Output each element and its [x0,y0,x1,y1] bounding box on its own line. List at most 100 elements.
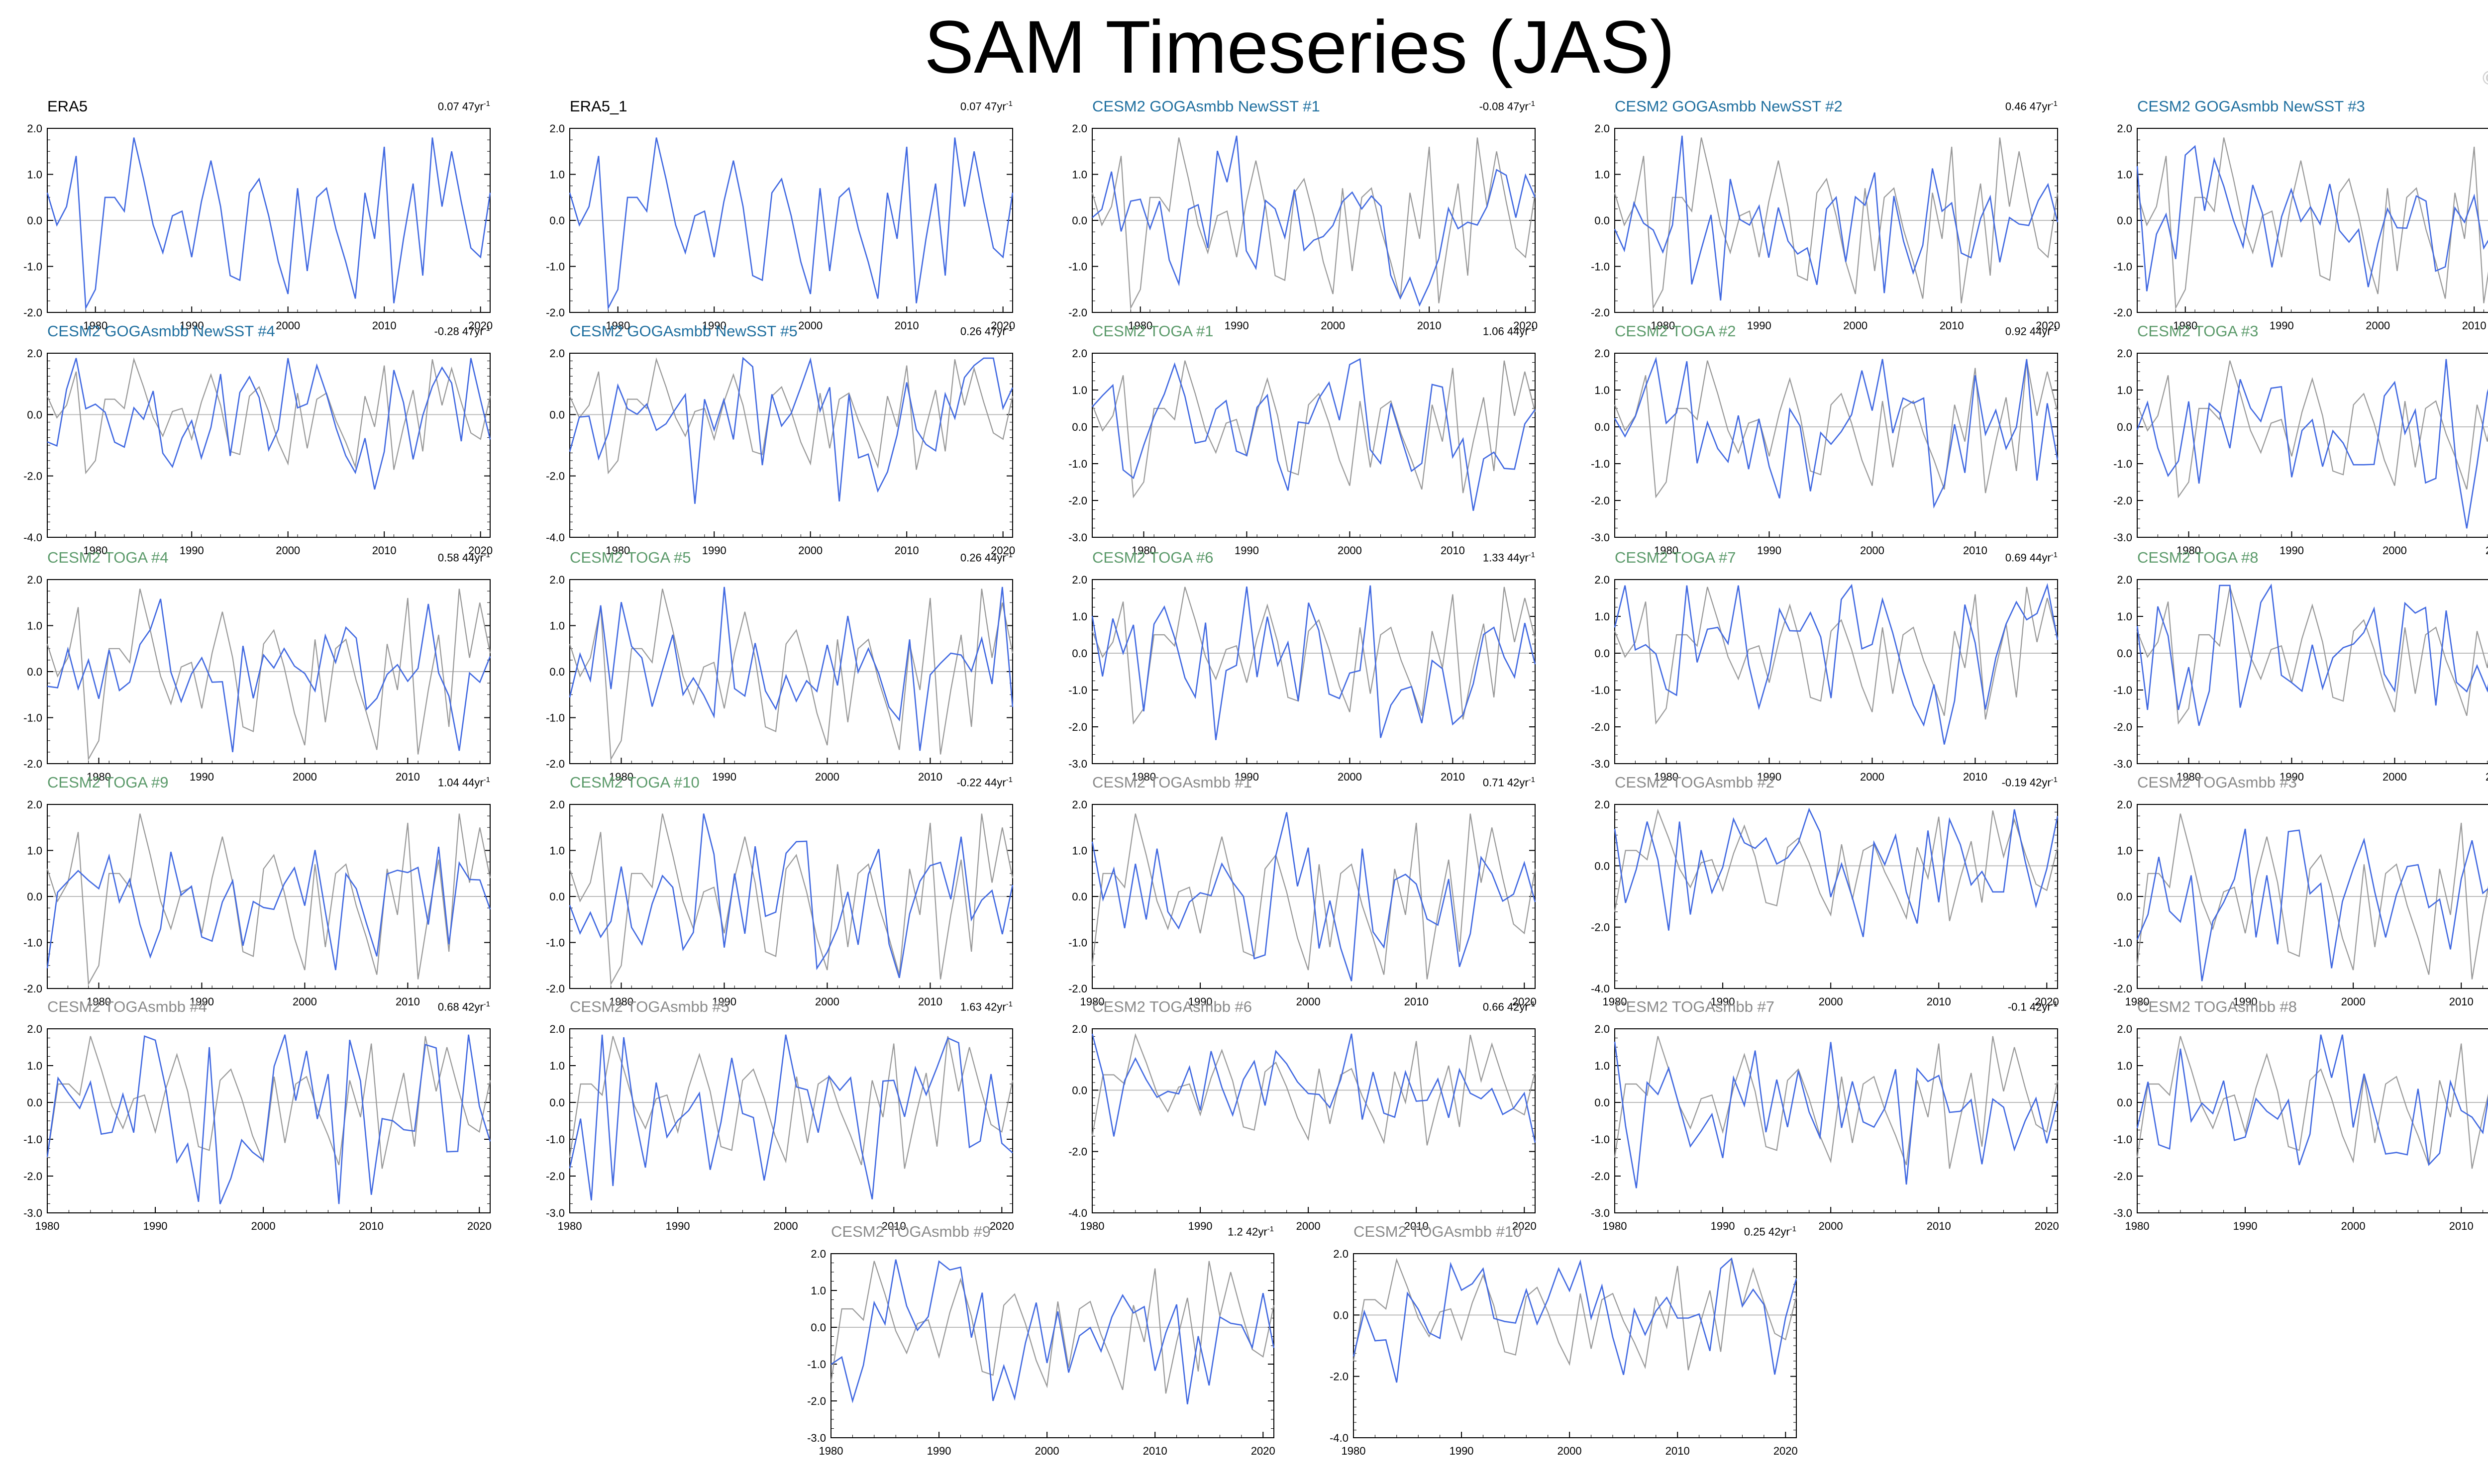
obs-overlay-line [1091,813,1536,980]
y-tick-label: -2.0 [23,306,42,319]
panel-trend: 0.07 47yr-1 [960,99,1013,113]
x-tick-label: 2010 [1927,995,1951,1008]
series-line [1092,135,1536,307]
panel-title: CESM2 GOGAsmbb NewSST #5 [570,322,798,340]
panel-title: CESM2 TOGAsmbb #4 [47,998,207,1015]
y-tick-label: -2.0 [807,1395,826,1407]
plot-frame [1092,579,1536,764]
x-tick-label: 1990 [2270,319,2294,332]
x-tick-label: 2000 [1819,1220,1843,1232]
panel-trend: -0.22 44yr-1 [956,776,1013,789]
y-tick-label: -2.0 [2113,306,2132,319]
y-tick-label: -1.0 [2113,458,2132,470]
panel-title: CESM2 TOGA #10 [570,774,700,791]
y-tick-label: 0.0 [1072,214,1087,227]
y-tick-label: -1.0 [1068,937,1087,949]
panel-title: CESM2 TOGAsmbb #1 [1092,774,1252,791]
x-tick-label: 1990 [180,319,204,332]
y-tick-label: -2.0 [1591,721,1610,733]
x-tick-label: 1990 [712,771,736,783]
x-tick-label: 2010 [1665,1445,1690,1457]
y-tick-label: 2.0 [1072,1023,1087,1035]
y-tick-label: -2.0 [23,470,42,483]
series-line [2136,583,2488,726]
y-tick-label: -1.0 [1068,261,1087,273]
panel-plot: 2.0 1.0 0.0 -1.0 -2.0 1980 1990 2000 2010 [546,798,1014,1008]
y-tick-label: 0.0 [27,890,42,903]
y-tick-label: -2.0 [546,758,565,770]
x-tick-label: 1980 [1651,319,1675,332]
chart-panel: 2.0 1.0 0.0 -1.0 -2.0 1980 1990 2000 2010 2020 ERA… [530,98,1015,341]
y-tick-label: -4.0 [1330,1432,1348,1444]
y-tick-label: 1.0 [1072,610,1087,623]
panel-plot: 2.01.00.0-1.0-2.0-3.01980199020002010202… [2113,1023,2488,1232]
panel-title: ERA5_1 [570,98,627,115]
y-tick-label: 1.0 [1072,169,1087,181]
x-tick-label: 1990 [190,771,214,783]
obs-overlay-line [46,813,491,986]
x-tick-label: 2010 [2462,319,2487,332]
x-tick-label: 1990 [702,319,726,332]
y-tick-label: -3.0 [1068,758,1087,770]
x-tick-label: 1990 [2280,544,2304,557]
chart-panel: 2.0 0.0 -2.0 -4.0 1980 1990 2000 2010 2020 CESM2 … [1052,998,1537,1242]
x-tick-label: 1990 [143,1220,168,1232]
y-tick-label: 1.0 [549,620,565,632]
x-tick-label: 1990 [1711,995,1735,1008]
x-tick-label: 1980 [1603,1220,1627,1232]
plot-frame [1614,579,2058,764]
x-tick-label: 2010 [1927,1220,1951,1232]
x-tick-label: 2000 [1338,771,1362,783]
y-tick-label: 2.0 [1594,1023,1610,1035]
chart-panel: 2.0 1.0 0.0 -1.0 -2.0 -3.0 1980 1990 2000 2010 CES… [2097,549,2488,792]
x-tick-label: 2010 [918,771,942,783]
y-tick-label: -1.0 [1591,458,1610,470]
y-tick-label: 1.0 [1594,1060,1610,1072]
y-tick-label: -1.0 [546,712,565,724]
panel-title: CESM2 TOGA #4 [47,549,169,566]
obs-overlay-line [569,357,1014,475]
panel-plot: 2.0 1.0 0.0 -1.0 -2.0 1980 1990 2000 2010 2020 [23,122,493,332]
panel-title: CESM2 TOGAsmbb #6 [1092,998,1252,1015]
y-tick-label: 2.0 [549,347,565,360]
x-tick-label: 1980 [1080,995,1105,1008]
x-tick-label: 1990 [712,995,736,1008]
x-tick-label: 2000 [276,319,300,332]
x-tick-label: 1990 [1711,1220,1735,1232]
y-tick-label: 1.0 [549,1060,565,1072]
x-tick-label: 1980 [1654,544,1678,557]
x-tick-label: 2000 [1819,995,1843,1008]
x-tick-label: 1980 [83,544,107,557]
x-tick-label: 2000 [2366,319,2390,332]
x-tick-label: 1980 [1654,771,1678,783]
x-tick-label: 1990 [2233,1220,2258,1232]
y-tick-label: -4.0 [1591,983,1610,995]
y-tick-label: 0.0 [27,1096,42,1109]
x-tick-label: 1980 [2125,1220,2150,1232]
x-tick-label: 2010 [895,544,919,557]
chart-panel: 2.0 1.0 0.0 -1.0 -2.0 -3.0 1980 1990 2000 2010 CES… [1052,322,1536,566]
y-tick-label: -3.0 [807,1432,826,1444]
panel-trend: 0.68 42yr-1 [437,1000,490,1013]
panel-title: CESM2 TOGAsmbb #5 [570,998,730,1015]
y-tick-label: -1.0 [546,937,565,949]
x-tick-label: 2020 [990,1220,1014,1232]
x-tick-label: 2020 [468,319,493,332]
y-tick-label: -4.0 [23,531,42,544]
x-tick-label: 2020 [467,1220,492,1232]
chart-panel: 2.0 0.0 -2.0 -4.0 1980 1990 2000 2010 2020 CESM2 … [7,322,493,566]
y-tick-label: -1.0 [1591,261,1610,273]
x-tick-label: 1980 [2177,544,2201,557]
x-tick-label: 2000 [1296,1220,1321,1232]
panel-trend: 0.66 42yr-1 [1482,1000,1535,1013]
x-tick-label: 1980 [2177,771,2201,783]
y-tick-label: -1.0 [546,1133,565,1146]
x-tick-label: 2000 [2383,544,2407,557]
x-tick-label: 2000 [1860,771,1884,783]
